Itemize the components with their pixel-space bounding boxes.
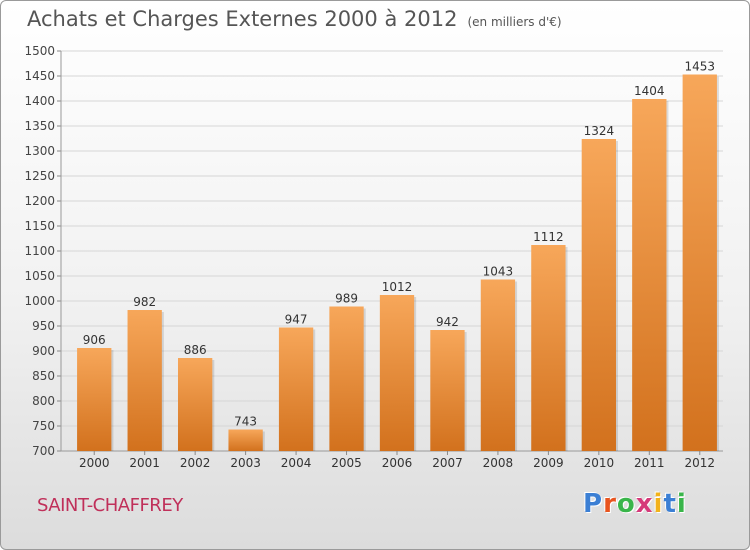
bar [278, 327, 314, 451]
commune-name: SAINT-CHAFFREY [37, 495, 183, 516]
x-tick-label: 2012 [684, 456, 715, 470]
bar [682, 74, 717, 451]
data-label: 947 [285, 313, 308, 327]
x-tick-label: 2009 [533, 456, 564, 470]
x-tick-label: 2010 [584, 456, 615, 470]
logo-letter: i [653, 489, 664, 519]
data-label: 942 [436, 315, 459, 329]
logo-letter: r [603, 489, 617, 519]
data-label: 982 [133, 295, 156, 309]
x-tick-label: 2000 [79, 456, 110, 470]
data-label: 1012 [382, 280, 413, 294]
y-tick-label: 1300 [24, 144, 55, 158]
x-tick-label: 2003 [230, 456, 261, 470]
y-tick-label: 950 [32, 319, 55, 333]
bar [430, 330, 465, 451]
bar [632, 99, 667, 451]
bar [177, 358, 213, 451]
x-tick-label: 2002 [180, 456, 211, 470]
data-label: 886 [184, 343, 207, 357]
data-label: 1043 [483, 265, 514, 279]
logo-letter: x [635, 489, 654, 519]
data-label: 743 [234, 415, 257, 429]
logo-letter: P [583, 489, 604, 519]
bar [127, 310, 162, 451]
bar [329, 306, 364, 451]
bar [228, 429, 263, 451]
x-tick-label: 2011 [634, 456, 665, 470]
y-tick-label: 800 [32, 394, 55, 408]
x-tick-label: 2008 [483, 456, 514, 470]
bar [77, 348, 112, 451]
y-tick-label: 1100 [24, 244, 55, 258]
y-tick-label: 700 [32, 444, 55, 458]
bar [531, 245, 566, 451]
y-tick-label: 900 [32, 344, 55, 358]
logo-letter: t [663, 489, 677, 519]
y-tick-label: 750 [32, 419, 55, 433]
data-label: 1112 [533, 230, 564, 244]
logo-letter: i [676, 489, 687, 519]
bar [379, 295, 415, 451]
data-label: 906 [83, 333, 106, 347]
x-tick-label: 2007 [432, 456, 463, 470]
data-label: 1453 [684, 60, 715, 74]
y-tick-label: 1500 [24, 44, 55, 58]
chart-unit: (en milliers d'€) [467, 15, 562, 29]
y-tick-label: 1050 [24, 269, 55, 283]
bar [581, 139, 617, 451]
x-tick-label: 2001 [129, 456, 160, 470]
data-label: 1324 [584, 124, 615, 138]
y-tick-label: 1400 [24, 94, 55, 108]
x-tick-label: 2005 [331, 456, 362, 470]
bar-chart: 700 750 800 850 900 950 1000 1050 1100 1150 1200 12… [24, 44, 723, 470]
y-tick-label: 1000 [24, 294, 55, 308]
logo-letter: o [616, 489, 636, 519]
data-label: 1404 [634, 84, 665, 98]
y-tick-label: 1200 [24, 194, 55, 208]
y-tick-label: 1450 [24, 69, 55, 83]
y-tick-label: 850 [32, 369, 55, 383]
bar [480, 279, 516, 451]
chart-title-text: Achats et Charges Externes 2000 à 2012 [27, 7, 458, 31]
proxiti-logo: Proxiti [583, 489, 687, 519]
y-tick-label: 1350 [24, 119, 55, 133]
x-tick-label: 2004 [281, 456, 312, 470]
data-label: 989 [335, 292, 358, 306]
chart-title: Achats et Charges Externes 2000 à 2012 (e… [27, 7, 562, 31]
y-tick-label: 1250 [24, 169, 55, 183]
x-tick-label: 2006 [382, 456, 413, 470]
y-tick-label: 1150 [24, 219, 55, 233]
